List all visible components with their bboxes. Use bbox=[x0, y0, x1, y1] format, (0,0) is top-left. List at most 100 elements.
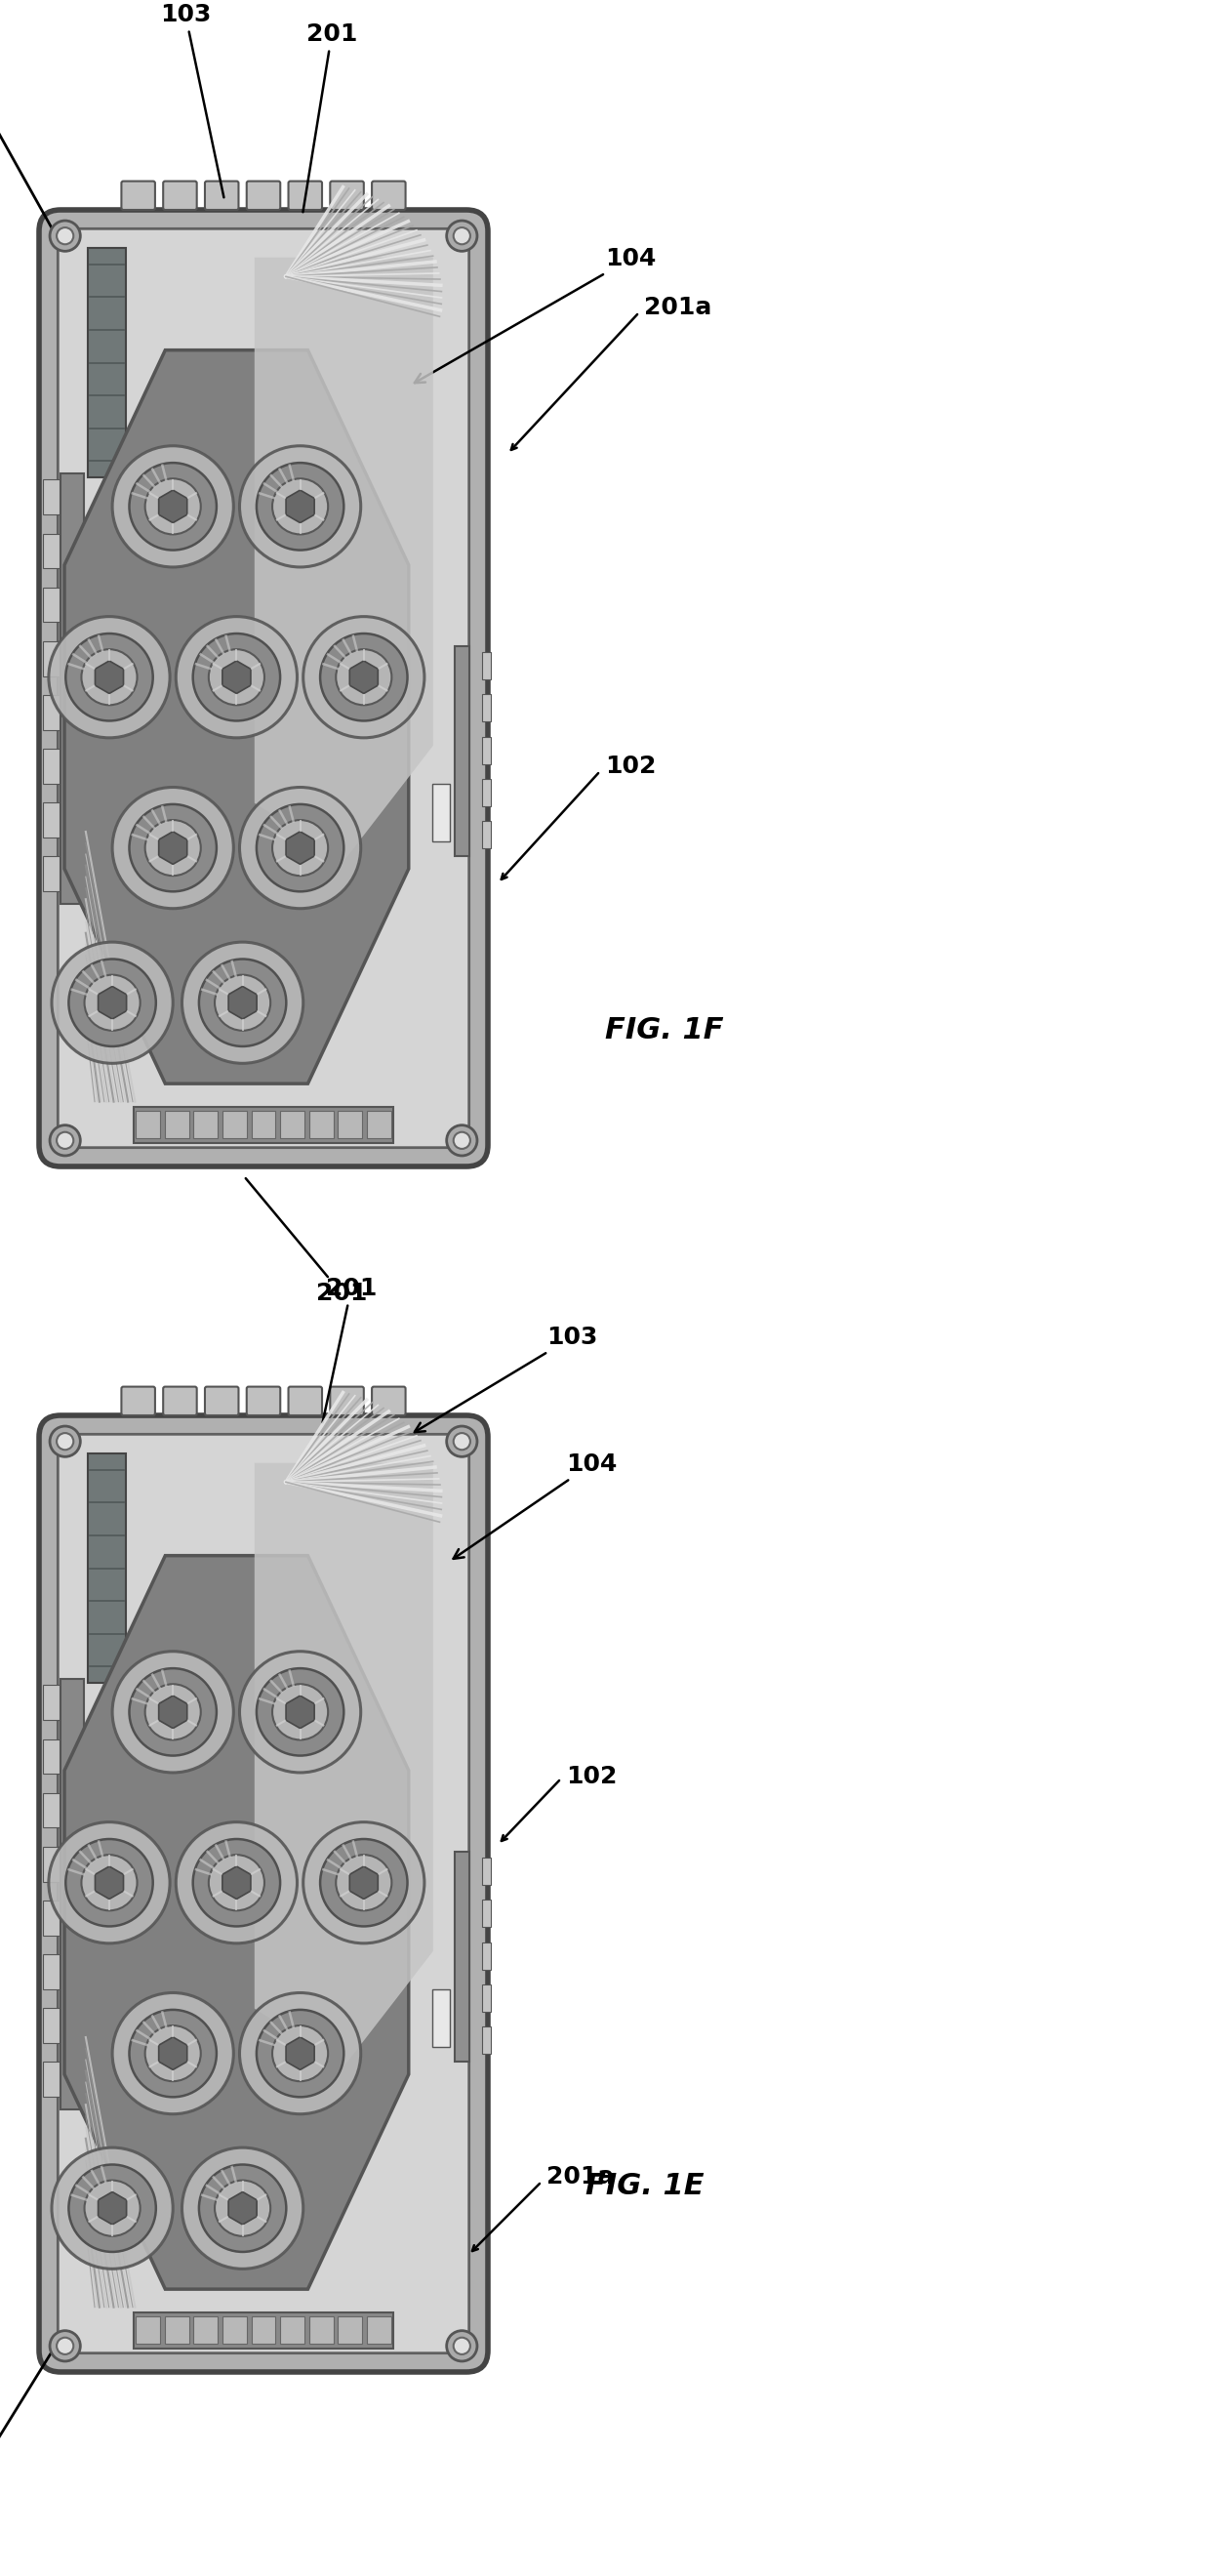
Text: 101: 101 bbox=[0, 72, 60, 245]
Bar bbox=[42, 1955, 59, 1989]
Circle shape bbox=[81, 1855, 137, 1911]
FancyBboxPatch shape bbox=[371, 180, 405, 209]
Circle shape bbox=[336, 1855, 392, 1911]
Circle shape bbox=[57, 227, 74, 245]
Circle shape bbox=[50, 222, 80, 252]
Circle shape bbox=[50, 1427, 80, 1455]
Bar bbox=[483, 2027, 491, 2053]
FancyBboxPatch shape bbox=[204, 1386, 238, 1414]
Polygon shape bbox=[286, 1695, 315, 1728]
Circle shape bbox=[240, 446, 361, 567]
Circle shape bbox=[257, 1669, 344, 1757]
Polygon shape bbox=[159, 489, 188, 523]
Bar bbox=[252, 1110, 276, 1139]
Bar bbox=[42, 855, 59, 891]
Bar bbox=[483, 737, 491, 765]
Bar bbox=[88, 1453, 126, 1682]
Polygon shape bbox=[159, 1695, 188, 1728]
Text: 102: 102 bbox=[566, 1765, 617, 1788]
Polygon shape bbox=[254, 1463, 433, 2066]
Text: 201: 201 bbox=[323, 1278, 376, 1422]
Text: 103: 103 bbox=[415, 1327, 598, 1432]
Circle shape bbox=[304, 1821, 425, 1942]
FancyBboxPatch shape bbox=[371, 1386, 405, 1414]
Text: 201a: 201a bbox=[644, 296, 711, 319]
Polygon shape bbox=[64, 350, 409, 1084]
Polygon shape bbox=[96, 1868, 123, 1899]
Circle shape bbox=[192, 634, 281, 721]
FancyBboxPatch shape bbox=[58, 1435, 469, 2352]
Bar bbox=[88, 247, 126, 477]
Circle shape bbox=[48, 1821, 169, 1942]
Bar bbox=[42, 587, 59, 623]
Circle shape bbox=[272, 2025, 328, 2081]
Circle shape bbox=[272, 819, 328, 876]
Circle shape bbox=[129, 2009, 217, 2097]
Circle shape bbox=[208, 1855, 265, 1911]
Bar bbox=[42, 1793, 59, 1829]
Bar bbox=[133, 1108, 393, 1144]
Polygon shape bbox=[223, 662, 250, 693]
Circle shape bbox=[65, 1839, 152, 1927]
Bar bbox=[194, 1110, 218, 1139]
Circle shape bbox=[52, 2148, 173, 2269]
Polygon shape bbox=[286, 832, 315, 863]
Circle shape bbox=[113, 788, 234, 909]
Polygon shape bbox=[159, 2038, 188, 2069]
Circle shape bbox=[454, 2336, 471, 2354]
Bar bbox=[367, 1110, 391, 1139]
Text: 103: 103 bbox=[160, 3, 224, 198]
Polygon shape bbox=[159, 832, 188, 863]
Circle shape bbox=[145, 479, 201, 533]
Text: 201: 201 bbox=[246, 1177, 367, 1306]
Circle shape bbox=[272, 1685, 328, 1739]
Bar bbox=[42, 750, 59, 783]
FancyBboxPatch shape bbox=[121, 180, 155, 209]
Circle shape bbox=[454, 1432, 471, 1450]
Bar bbox=[42, 641, 59, 675]
Circle shape bbox=[446, 2331, 477, 2362]
Bar bbox=[483, 1901, 491, 1927]
Circle shape bbox=[69, 2164, 156, 2251]
Circle shape bbox=[129, 1669, 217, 1757]
Bar bbox=[223, 2316, 247, 2344]
Circle shape bbox=[198, 2164, 287, 2251]
Circle shape bbox=[57, 1432, 74, 1450]
FancyBboxPatch shape bbox=[204, 180, 238, 209]
Text: 101: 101 bbox=[0, 2339, 60, 2512]
Bar bbox=[432, 783, 450, 842]
Circle shape bbox=[272, 479, 328, 533]
Circle shape bbox=[257, 2009, 344, 2097]
Text: 102: 102 bbox=[605, 755, 656, 778]
Circle shape bbox=[240, 788, 361, 909]
Circle shape bbox=[57, 2336, 74, 2354]
FancyBboxPatch shape bbox=[330, 1386, 364, 1414]
Text: 201a: 201a bbox=[547, 2164, 615, 2190]
Circle shape bbox=[257, 804, 344, 891]
Polygon shape bbox=[64, 1556, 409, 2290]
Polygon shape bbox=[350, 662, 378, 693]
Polygon shape bbox=[229, 987, 257, 1020]
Polygon shape bbox=[350, 1868, 378, 1899]
Circle shape bbox=[214, 2179, 271, 2236]
Circle shape bbox=[240, 1994, 361, 2115]
Bar bbox=[483, 778, 491, 806]
Bar bbox=[483, 1857, 491, 1886]
Circle shape bbox=[85, 2179, 140, 2236]
Bar bbox=[194, 2316, 218, 2344]
FancyBboxPatch shape bbox=[121, 1386, 155, 1414]
Circle shape bbox=[129, 804, 217, 891]
Polygon shape bbox=[98, 2192, 127, 2226]
Circle shape bbox=[454, 227, 471, 245]
Bar bbox=[42, 2061, 59, 2097]
Bar bbox=[42, 2009, 59, 2043]
FancyBboxPatch shape bbox=[288, 1386, 322, 1414]
Circle shape bbox=[145, 819, 201, 876]
Polygon shape bbox=[229, 2192, 257, 2226]
Circle shape bbox=[446, 222, 477, 252]
FancyBboxPatch shape bbox=[247, 1386, 281, 1414]
Circle shape bbox=[50, 1126, 80, 1157]
Bar bbox=[133, 2313, 393, 2349]
Text: FIG. 1F: FIG. 1F bbox=[605, 1015, 724, 1043]
Circle shape bbox=[321, 1839, 408, 1927]
